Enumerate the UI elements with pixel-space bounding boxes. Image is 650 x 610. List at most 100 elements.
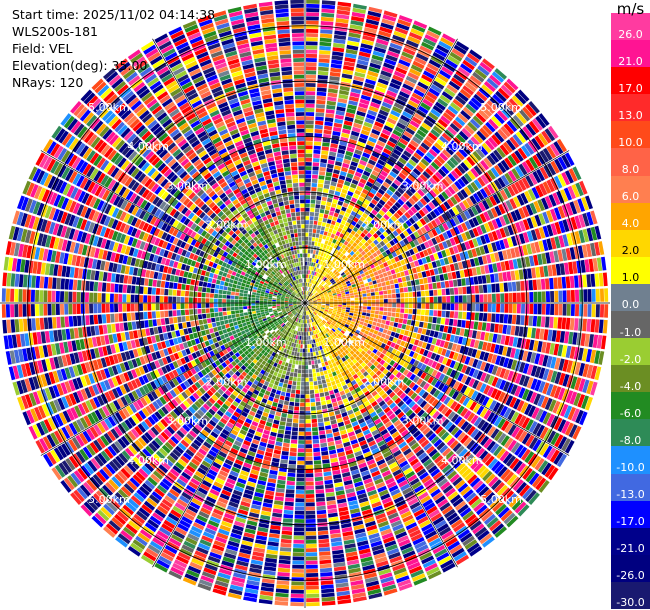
- velocity-gate: [357, 288, 362, 292]
- velocity-gate: [324, 317, 329, 321]
- velocity-gate: [441, 464, 452, 474]
- velocity-gate: [367, 70, 379, 78]
- velocity-gate: [463, 437, 473, 447]
- velocity-gate: [328, 292, 333, 296]
- velocity-gate: [398, 59, 411, 67]
- velocity-gate: [564, 422, 574, 436]
- velocity-gate: [265, 377, 271, 383]
- velocity-gate: [252, 500, 262, 506]
- velocity-gate: [299, 314, 302, 319]
- velocity-gate: [263, 371, 269, 377]
- velocity-gate: [315, 293, 319, 297]
- velocity-gate: [386, 410, 394, 417]
- velocity-gate: [533, 303, 538, 315]
- velocity-gate: [179, 519, 191, 529]
- velocity-gate: [323, 387, 329, 392]
- velocity-gate: [349, 278, 354, 283]
- velocity-gate: [409, 120, 420, 129]
- velocity-gate: [381, 393, 388, 400]
- velocity-gate: [359, 206, 366, 213]
- velocity-gate: [308, 305, 311, 309]
- velocity-gate: [363, 478, 373, 485]
- velocity-gate: [313, 245, 317, 251]
- velocity-gate: [269, 435, 276, 441]
- velocity-gate: [392, 469, 402, 477]
- velocity-gate: [451, 547, 465, 558]
- velocity-gate: [365, 418, 373, 425]
- velocity-gate: [565, 276, 571, 289]
- velocity-gate: [308, 305, 312, 309]
- velocity-gate: [268, 537, 280, 543]
- velocity-gate: [425, 204, 433, 213]
- velocity-gate: [426, 30, 440, 40]
- velocity-gate: [280, 391, 286, 397]
- velocity-gate: [561, 248, 568, 261]
- velocity-gate: [335, 187, 342, 193]
- velocity-gate: [217, 473, 227, 481]
- velocity-gate: [385, 351, 391, 357]
- velocity-gate: [326, 327, 330, 332]
- velocity-gate: [588, 258, 594, 272]
- velocity-gate: [284, 501, 294, 507]
- velocity-gate: [330, 233, 335, 239]
- velocity-gate: [327, 369, 332, 374]
- velocity-gate: [344, 154, 352, 161]
- velocity-gate: [425, 329, 431, 336]
- velocity-gate: [330, 457, 338, 463]
- velocity-gate: [438, 373, 446, 382]
- velocity-gate: [305, 286, 307, 291]
- velocity-gate: [442, 232, 449, 240]
- velocity-gate: [448, 515, 461, 526]
- velocity-gate: [378, 389, 386, 397]
- velocity-gate: [337, 236, 342, 242]
- velocity-gate: [316, 273, 320, 277]
- velocity-gate: [247, 516, 259, 523]
- velocity-gate: [353, 261, 359, 267]
- velocity-gate: [367, 306, 371, 310]
- velocity-gate: [390, 331, 396, 337]
- velocity-gate: [359, 339, 364, 345]
- velocity-gate: [375, 335, 381, 341]
- velocity-gate: [353, 339, 359, 345]
- velocity-gate: [366, 485, 376, 493]
- velocity-gate: [315, 351, 319, 356]
- velocity-gate: [322, 289, 327, 293]
- velocity-gate: [328, 520, 340, 526]
- velocity-gate: [212, 544, 225, 552]
- velocity-gate: [266, 486, 275, 492]
- velocity-gate: [375, 303, 380, 307]
- velocity-gate: [374, 314, 379, 319]
- velocity-gate: [386, 117, 397, 125]
- velocity-gate: [362, 411, 369, 418]
- velocity-gate: [363, 322, 368, 327]
- velocity-gate: [339, 140, 348, 147]
- velocity-gate: [353, 175, 361, 182]
- velocity-gate: [337, 421, 345, 427]
- velocity-gate: [490, 207, 499, 218]
- velocity-gate: [337, 297, 342, 300]
- velocity-gate: [300, 310, 303, 315]
- velocity-gate: [337, 364, 342, 370]
- velocity-gate: [502, 104, 515, 116]
- velocity-gate: [354, 345, 360, 350]
- velocity-gate: [305, 220, 309, 225]
- velocity-gate: [305, 494, 315, 499]
- velocity-gate: [482, 313, 488, 322]
- velocity-gate: [447, 126, 458, 136]
- velocity-gate: [495, 217, 503, 228]
- velocity-gate: [352, 207, 359, 213]
- velocity-gate: [364, 166, 373, 173]
- velocity-gate: [416, 397, 424, 406]
- velocity-gate: [282, 339, 286, 344]
- velocity-gate: [306, 336, 309, 340]
- velocity-gate: [561, 154, 571, 168]
- velocity-gate: [316, 372, 321, 377]
- velocity-gate: [504, 437, 514, 449]
- velocity-gate: [249, 563, 263, 570]
- velocity-gate: [494, 164, 503, 176]
- velocity-gate: [379, 337, 385, 343]
- velocity-gate: [601, 256, 607, 271]
- velocity-gate: [258, 405, 265, 412]
- velocity-gate: [244, 528, 256, 535]
- velocity-gate: [437, 478, 448, 488]
